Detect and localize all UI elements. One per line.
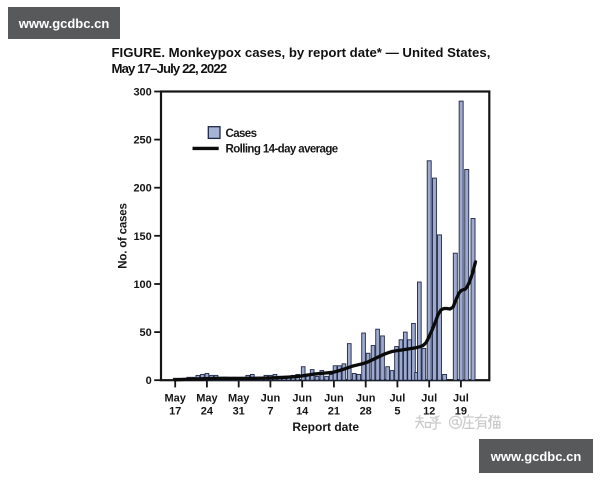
- svg-text:5: 5: [394, 406, 400, 418]
- svg-text:31: 31: [233, 406, 245, 418]
- svg-text:24: 24: [201, 406, 214, 418]
- svg-text:May: May: [196, 393, 218, 405]
- svg-text:50: 50: [140, 327, 152, 339]
- svg-text:17: 17: [169, 406, 181, 418]
- svg-text:7: 7: [267, 406, 273, 418]
- svg-text:Jun: Jun: [292, 393, 312, 405]
- svg-text:Jun: Jun: [261, 393, 281, 405]
- svg-text:28: 28: [360, 406, 372, 418]
- svg-text:May: May: [228, 393, 250, 405]
- svg-text:No. of cases: No. of cases: [118, 203, 130, 268]
- svg-text:150: 150: [133, 231, 151, 243]
- svg-text:300: 300: [133, 86, 151, 98]
- svg-text:200: 200: [133, 183, 151, 195]
- svg-text:21: 21: [328, 406, 340, 418]
- svg-text:Jun: Jun: [356, 393, 376, 405]
- svg-text:Jul: Jul: [421, 393, 437, 405]
- svg-text:19: 19: [455, 406, 467, 418]
- svg-text:Report date: Report date: [292, 420, 359, 434]
- svg-text:May: May: [164, 393, 186, 405]
- svg-text:100: 100: [133, 279, 151, 291]
- svg-text:Jun: Jun: [324, 393, 344, 405]
- svg-text:Rolling 14-day average: Rolling 14-day average: [226, 143, 338, 155]
- svg-text:Jul: Jul: [453, 393, 469, 405]
- svg-text:Cases: Cases: [226, 128, 257, 140]
- svg-text:14: 14: [296, 406, 309, 418]
- svg-text:250: 250: [133, 135, 151, 147]
- svg-text:12: 12: [423, 406, 435, 418]
- svg-text:Jul: Jul: [389, 393, 405, 405]
- svg-text:0: 0: [146, 375, 152, 387]
